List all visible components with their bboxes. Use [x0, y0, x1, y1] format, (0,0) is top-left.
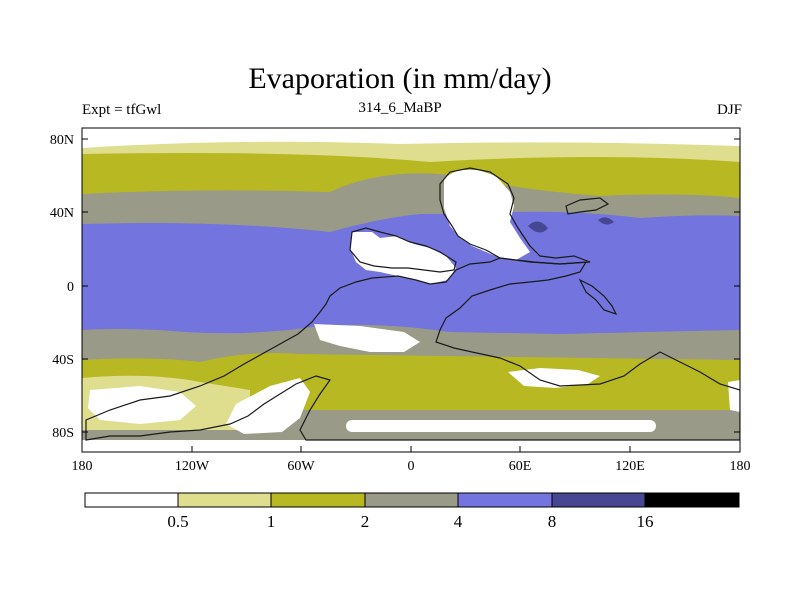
colorbar-label: 1	[267, 512, 276, 531]
lat-label: 80N	[50, 133, 74, 148]
lon-label: 60W	[287, 459, 315, 474]
land-south-white-1	[88, 386, 196, 424]
land-east-white	[728, 380, 740, 412]
land-south-white-2	[226, 378, 310, 434]
map-title: Evaporation (in mm/day)	[248, 62, 552, 95]
blue-dark-patch	[528, 221, 548, 233]
colorbar-label: 16	[637, 512, 654, 531]
lon-label: 180	[72, 459, 93, 474]
colorbar-label: 0.5	[167, 512, 188, 531]
colorbar: 0.5 1 2 4 8 16	[84, 492, 740, 531]
lon-label: 120E	[615, 459, 645, 474]
lat-label: 0	[67, 280, 74, 295]
lon-label: 0	[408, 459, 415, 474]
colorbar-label: 8	[548, 512, 557, 531]
colorbar-label: 4	[454, 512, 463, 531]
coastline-west-island	[349, 227, 457, 273]
lon-label: 60E	[509, 459, 532, 474]
land-eurasia-north	[444, 170, 530, 260]
blue-dark-patch-2	[598, 217, 614, 225]
lat-label: 40N	[50, 206, 74, 221]
colorbar-swatch	[645, 493, 739, 507]
colorbar-swatch	[458, 493, 552, 507]
colorbar-label: 2	[361, 512, 370, 531]
experiment-label: Expt = tfGwl	[82, 102, 162, 118]
colorbar-swatch	[271, 493, 365, 507]
colorbar-swatch	[552, 493, 645, 507]
coastline-east-island	[578, 278, 618, 316]
coastline-north-continent	[439, 167, 591, 265]
period-label: 314_6_MaBP	[358, 100, 442, 116]
lon-label: 120W	[175, 459, 210, 474]
lat-label: 80S	[52, 426, 74, 441]
map-field	[82, 128, 740, 452]
lat-label: 40S	[52, 353, 74, 368]
lon-label: 180	[730, 459, 751, 474]
colorbar-frame	[84, 492, 740, 508]
axis-ticks	[81, 138, 741, 452]
coastline-north-island	[565, 197, 610, 215]
season-label: DJF	[716, 102, 742, 118]
colorbar-swatch	[178, 493, 271, 507]
land-south-white-3	[314, 324, 420, 352]
land-antarctic-strip	[346, 420, 656, 432]
colorbar-swatch	[365, 493, 458, 507]
colorbar-swatch	[85, 493, 178, 507]
